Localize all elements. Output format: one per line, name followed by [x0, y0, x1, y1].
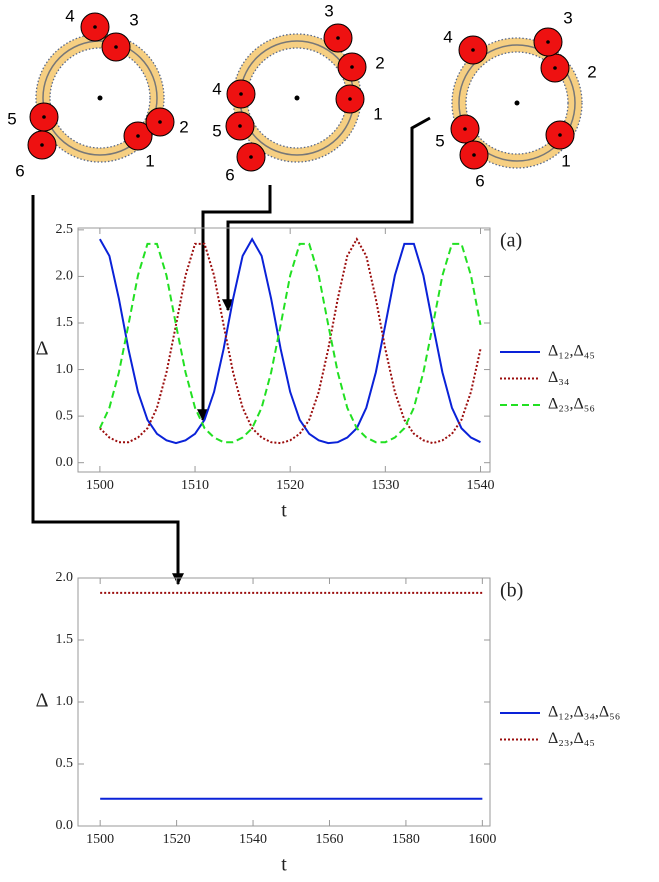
series-line [98, 242, 482, 444]
bead-label: 3 [563, 8, 572, 27]
y-tick-label: 1.5 [56, 632, 74, 647]
bead-label: 3 [129, 10, 138, 29]
bead-center [238, 124, 242, 128]
y-tick-label: 2.0 [56, 570, 74, 585]
x-tick-label: 1520 [163, 832, 191, 847]
x-tick-label: 1540 [239, 832, 267, 847]
bead-label: 2 [375, 53, 384, 72]
y-tick-label: 1.0 [56, 694, 74, 709]
y-tick-label: 2.5 [56, 222, 74, 237]
bead-label: 6 [15, 161, 24, 180]
bead-label: 4 [65, 6, 74, 25]
bead-center [471, 48, 475, 52]
legend-label: Δ₃₄ [548, 369, 570, 386]
bead-center [336, 36, 340, 40]
bead-label: 6 [225, 165, 234, 184]
x-tick-label: 1510 [181, 478, 209, 493]
bead-label: 2 [587, 62, 596, 81]
bead-label: 2 [179, 117, 188, 136]
y-tick-label: 0.5 [56, 408, 74, 423]
bead-center [42, 115, 46, 119]
bead-label: 1 [145, 151, 154, 170]
ring-diagrams: 1 2 3 4 5 6 1 2 3 4 5 6 1 2 3 4 5 6 [7, 1, 596, 190]
bead-label: 5 [7, 109, 16, 128]
bead-center [249, 155, 253, 159]
bead-center [558, 133, 562, 137]
bead-label: 4 [443, 27, 452, 46]
ring-line [458, 44, 576, 162]
bead-center [114, 45, 118, 49]
x-tick-label: 1560 [315, 832, 343, 847]
plot-frame [77, 227, 491, 473]
y-tick-label: 0.0 [56, 455, 74, 470]
y-tick-label: 1.0 [56, 362, 74, 377]
y-axis-label: Δ [36, 338, 49, 360]
bead-label: 1 [561, 151, 570, 170]
bead-label: 3 [324, 1, 333, 20]
y-tick-label: 2.0 [56, 269, 74, 284]
y-axis-label: Δ [36, 690, 49, 712]
bead-center [158, 120, 162, 124]
legend-label: Δ₂₃,Δ₅₆ [548, 396, 595, 413]
ring-center [97, 95, 103, 101]
x-tick-label: 1580 [392, 832, 420, 847]
bead-center [40, 143, 44, 147]
ring-center [514, 100, 520, 106]
arrow [197, 185, 272, 422]
legend-label: Δ₁₂,Δ₃₄,Δ₅₆ [548, 704, 620, 721]
x-tick-label: 1540 [466, 478, 494, 493]
x-tick-label: 1600 [468, 832, 496, 847]
bead-center [553, 66, 557, 70]
series-line [99, 237, 481, 445]
ring-edge [49, 47, 151, 149]
bead-label: 1 [373, 104, 382, 123]
bead-label: 6 [475, 171, 484, 190]
arrow [31, 195, 184, 586]
bead-label: 5 [435, 131, 444, 150]
x-tick-label: 1500 [86, 478, 114, 493]
panel-label: (b) [500, 580, 523, 602]
plot-frame [77, 577, 491, 827]
bead-center [136, 134, 140, 138]
legend-label: Δ₁₂,Δ₄₅ [548, 343, 595, 360]
ring-edge [465, 51, 569, 155]
panel-label: (a) [500, 230, 522, 252]
y-tick-label: 0.5 [56, 756, 74, 771]
x-axis-label: t [281, 854, 287, 876]
x-tick-label: 1520 [276, 478, 304, 493]
bead-center [348, 97, 352, 101]
x-axis-label: t [281, 500, 287, 522]
x-tick-label: 1530 [371, 478, 399, 493]
bead-center [472, 153, 476, 157]
bead-center [463, 127, 467, 131]
legend-label: Δ₂₃,Δ₄₅ [548, 730, 595, 747]
bead-label: 4 [212, 79, 221, 98]
bead-center [546, 40, 550, 44]
ring-center [294, 95, 300, 101]
arrow [222, 116, 431, 312]
bead-center [93, 25, 97, 29]
ring-line [42, 40, 158, 156]
x-tick-label: 1500 [86, 832, 114, 847]
bead-center [350, 65, 354, 69]
bead-center [239, 92, 243, 96]
series-line [99, 237, 482, 445]
ring-edge [451, 37, 583, 169]
y-tick-label: 0.0 [56, 818, 74, 833]
bead-label: 5 [212, 121, 221, 140]
y-tick-label: 1.5 [56, 315, 74, 330]
